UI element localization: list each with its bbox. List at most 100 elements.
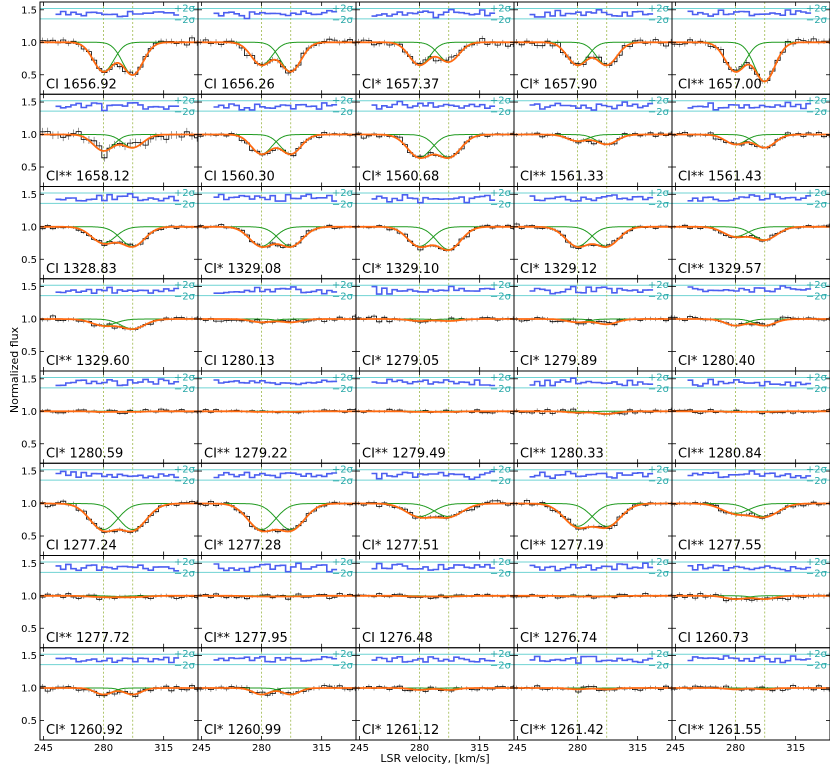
- component-1-fit: [356, 41, 514, 66]
- x-tick-label: 245: [34, 743, 53, 754]
- sigma-label-lower: −2σ: [806, 292, 828, 303]
- x-tick-label: 315: [312, 743, 331, 754]
- panel-plot-area: [514, 555, 672, 648]
- panel: +2σ−2σ CI 1277.24: [39, 462, 199, 556]
- sigma-label-lower: −2σ: [332, 661, 354, 672]
- panel-plot-area: [672, 371, 830, 464]
- component-1-fit: [40, 226, 198, 244]
- panel-plot-area: [356, 278, 514, 371]
- sigma-label-lower: −2σ: [174, 568, 196, 579]
- panel: +2σ−2σ CI* 1276.74: [513, 555, 673, 649]
- total-model-fit: [198, 318, 356, 324]
- total-model-fit: [672, 225, 830, 242]
- panel: +2σ−2σ CI** 1658.12: [39, 93, 199, 187]
- residuals: [529, 470, 654, 479]
- residuals: [371, 378, 496, 387]
- panel-plot-area: [356, 2, 514, 95]
- sigma-label-lower: −2σ: [806, 384, 828, 395]
- sigma-label-upper: +2σ: [490, 557, 512, 568]
- residuals: [213, 655, 338, 663]
- residuals: [371, 285, 496, 295]
- panel-label: CI** 1277.55: [678, 539, 762, 554]
- panel: +2σ−2σ CI** 1561.33: [513, 93, 673, 187]
- panel: +2σ−2σ CI** 1280.33: [513, 370, 673, 464]
- sigma-label-lower: −2σ: [174, 384, 196, 395]
- panel: +2σ−2σ CI** 1279.22: [197, 370, 357, 464]
- sigma-label-upper: +2σ: [490, 465, 512, 476]
- y-tick-label: 1.0: [21, 315, 37, 326]
- sigma-label-upper: +2σ: [332, 96, 354, 107]
- panel-plot-area: [514, 647, 672, 740]
- sigma-label-upper: +2σ: [806, 3, 828, 14]
- panel-label: CI** 1261.55: [678, 723, 762, 738]
- panel-label: CI* 1560.68: [362, 170, 439, 185]
- total-model-fit: [40, 594, 198, 599]
- total-model-fit: [40, 687, 198, 696]
- panel: +2σ−2σ CI** 1277.95: [197, 555, 357, 649]
- total-model-fit: [514, 410, 672, 415]
- total-model-fit: [40, 225, 198, 248]
- total-model-fit: [672, 133, 830, 149]
- panel-label: CI** 1279.49: [362, 446, 446, 461]
- total-model-fit: [356, 133, 514, 159]
- data-spectrum: [514, 593, 672, 599]
- panel-label: CI** 1658.12: [46, 170, 130, 185]
- panel-plot-area: [40, 278, 198, 371]
- panel: +2σ−2σ CI* 1279.05: [355, 278, 515, 372]
- panel-plot-area: [40, 2, 198, 95]
- sigma-label-upper: +2σ: [174, 96, 196, 107]
- panel: +2σ−2σ CI* 1277.28: [197, 462, 357, 556]
- y-tick-label: 0.5: [21, 347, 37, 358]
- sigma-label-upper: +2σ: [648, 188, 670, 199]
- sigma-label-lower: −2σ: [490, 476, 512, 487]
- panel: +2σ−2σ CI 1560.30: [197, 93, 357, 187]
- panel-plot-area: [672, 2, 830, 95]
- y-tick-label: 0.5: [21, 70, 37, 81]
- residuals: [55, 102, 180, 112]
- panel: +2σ−2σ CI* 1329.08: [197, 186, 357, 280]
- component-2-fit: [514, 503, 672, 527]
- panel: +2σ−2σ CI 1656.92: [39, 1, 199, 95]
- sigma-label-upper: +2σ: [490, 3, 512, 14]
- total-model-fit: [672, 318, 830, 327]
- panel-plot-area: [356, 463, 514, 556]
- sigma-label-lower: −2σ: [174, 199, 196, 210]
- y-tick-label: 0.5: [21, 624, 37, 635]
- panel-plot-area: [514, 463, 672, 556]
- total-model-fit: [356, 502, 514, 519]
- panel-label: CI** 1277.95: [204, 631, 288, 646]
- panel-plot-area: [356, 371, 514, 464]
- component-1-fit: [198, 134, 356, 155]
- sigma-label-lower: −2σ: [806, 199, 828, 210]
- panel: +2σ−2σ CI** 1657.00: [671, 1, 830, 95]
- panel-label: CI** 1261.42: [520, 723, 604, 738]
- residuals: [687, 9, 812, 17]
- panel-plot-area: [514, 2, 672, 95]
- sigma-label-lower: −2σ: [806, 568, 828, 579]
- x-tick-label: 315: [154, 743, 173, 754]
- sigma-label-upper: +2σ: [648, 280, 670, 291]
- y-tick-label: 1.0: [21, 38, 37, 49]
- panel-label: CI** 1277.72: [46, 631, 130, 646]
- sigma-label-upper: +2σ: [174, 280, 196, 291]
- panel: +2σ−2σ CI** 1261.42: [513, 647, 673, 741]
- residuals: [55, 470, 180, 479]
- panel: +2σ−2σ CI 1260.73: [671, 555, 830, 649]
- panel-plot-area: [198, 463, 356, 556]
- y-tick-label: 1.5: [21, 98, 37, 109]
- sigma-label-lower: −2σ: [490, 107, 512, 118]
- panel: +2σ−2σ CI 1328.83: [39, 186, 199, 280]
- panel-plot-area: [672, 555, 830, 648]
- panel-plot-area: [40, 371, 198, 464]
- sigma-label-lower: −2σ: [332, 107, 354, 118]
- panel-label: CI** 1561.33: [520, 170, 604, 185]
- residuals: [371, 470, 496, 480]
- panel-label: CI* 1657.37: [362, 77, 439, 92]
- residuals: [213, 286, 338, 295]
- panel-plot-area: [356, 94, 514, 187]
- total-model-fit: [356, 318, 514, 322]
- sigma-label-lower: −2σ: [648, 384, 670, 395]
- sigma-label-upper: +2σ: [332, 557, 354, 568]
- sigma-label-lower: −2σ: [174, 661, 196, 672]
- y-tick-label: 1.0: [21, 407, 37, 418]
